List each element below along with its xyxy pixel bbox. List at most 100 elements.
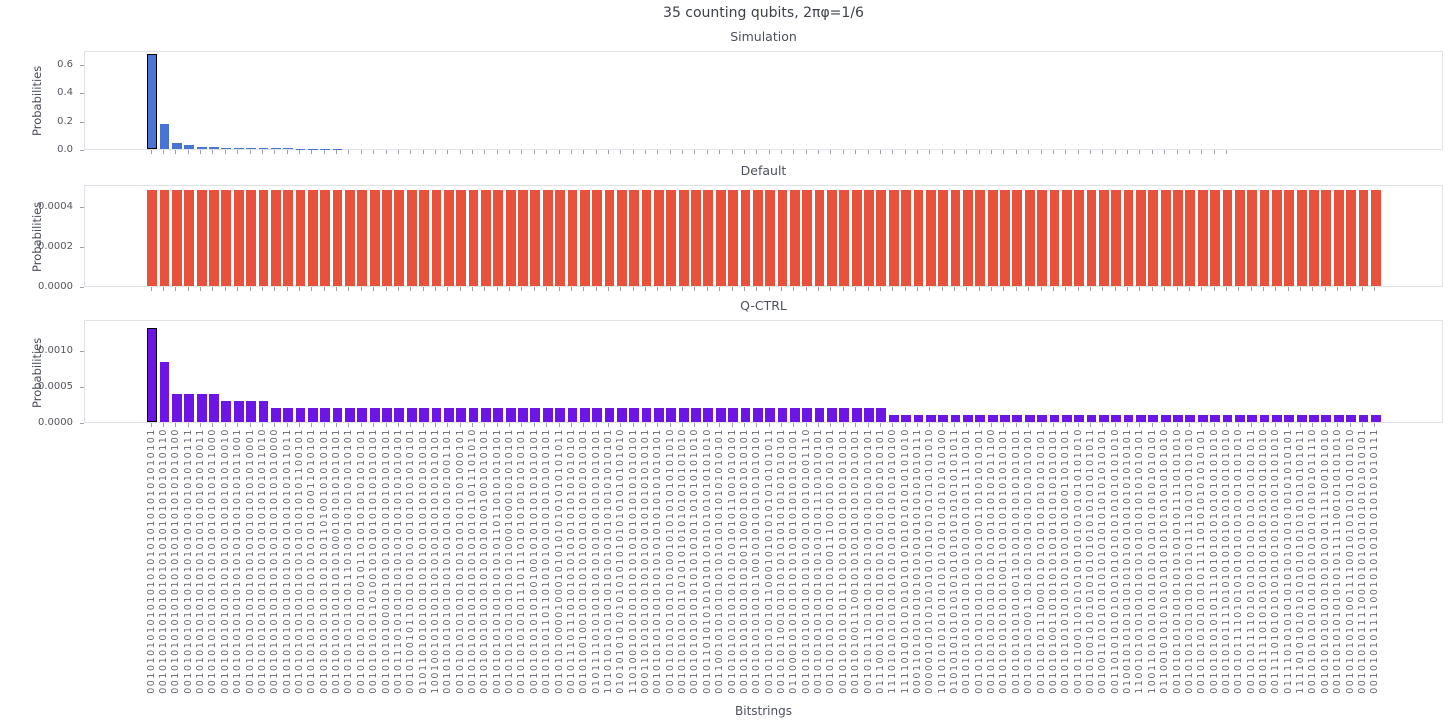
bar-slot <box>813 321 825 422</box>
x-tick-mark <box>936 287 948 292</box>
x-tick-mark <box>145 423 157 428</box>
bar <box>184 393 195 422</box>
bar-slot <box>789 321 801 422</box>
x-tick-mark <box>516 423 528 428</box>
x-tick-mark <box>1158 287 1170 292</box>
bitstring-tick-label: 01001010101010101010101010101010101 <box>1122 428 1134 694</box>
bar <box>1321 190 1332 286</box>
bar-slot <box>443 321 455 422</box>
bar <box>196 393 207 422</box>
bar-slot <box>1159 52 1171 149</box>
x-tick-mark <box>367 287 379 292</box>
bitstring-tick-label: 01100101010101010101010101010101010 <box>1159 428 1171 694</box>
x-tick-mark <box>1319 423 1331 428</box>
bar-slot <box>368 321 380 422</box>
bar-slot <box>1122 321 1134 422</box>
bar-slot <box>863 52 875 149</box>
bar-slot <box>1061 186 1073 286</box>
x-tick-mark <box>1294 287 1306 292</box>
x-tick-mark <box>924 150 936 155</box>
x-tick-mark <box>405 287 417 292</box>
bar-slot <box>888 52 900 149</box>
bar-slot <box>801 186 813 286</box>
x-tick-mark <box>1356 423 1368 428</box>
bar <box>431 407 442 422</box>
bar <box>987 415 998 422</box>
bar-slot <box>776 321 788 422</box>
bar-slot <box>875 186 887 286</box>
bar <box>1210 190 1220 286</box>
bitstring-tick-label: 00101010101010110010101010101010101 <box>751 428 763 694</box>
bar <box>1037 190 1047 286</box>
bar-slot <box>1172 186 1184 286</box>
bar-slot <box>195 186 207 286</box>
bitstring-tick-label: 01011010101010101010101010101010101 <box>417 428 429 694</box>
x-tick-mark <box>1097 150 1109 155</box>
bar-slot <box>764 321 776 422</box>
x-tick-mark <box>998 287 1010 292</box>
x-tick-mark <box>232 287 244 292</box>
figure-title: 35 counting qubits, 2πφ=1/6 <box>663 5 864 21</box>
bar <box>480 190 491 286</box>
bar <box>777 407 788 422</box>
bar <box>233 400 244 422</box>
x-tick-mark <box>429 423 441 428</box>
bar-slot <box>393 321 405 422</box>
bar <box>1098 415 1109 422</box>
bar <box>258 190 269 286</box>
x-tick-mark <box>639 287 651 292</box>
bitstring-tick-label: 00101110111010101010101010101010101 <box>565 428 577 694</box>
bar-slot <box>183 321 195 422</box>
bar-slot <box>294 186 306 286</box>
x-tick-mark <box>207 287 219 292</box>
x-tick-mark <box>985 287 997 292</box>
x-tick-mark <box>590 287 602 292</box>
x-tick-mark <box>466 423 478 428</box>
bitstring-tick-label: 00101110101010101010101010101010101 <box>392 428 404 694</box>
x-tick-mark <box>429 287 441 292</box>
x-tick-mark <box>392 150 404 155</box>
bar <box>592 407 603 422</box>
bitstring-tick-label: 00101010101010101010101010101011001 <box>232 428 244 694</box>
x-tick-mark <box>899 423 911 428</box>
x-tick-mark <box>207 150 219 155</box>
bar-slot <box>1073 52 1085 149</box>
x-tick-mark <box>343 150 355 155</box>
x-tick-mark <box>491 150 503 155</box>
bar <box>1259 190 1270 286</box>
bar-slot <box>418 52 430 149</box>
x-tick-mark <box>244 423 256 428</box>
x-tick-mark <box>182 423 194 428</box>
y-tick-mark <box>80 121 84 123</box>
x-tick-mark <box>1356 287 1368 292</box>
bar-slot <box>603 52 615 149</box>
x-tick-mark <box>256 423 268 428</box>
bars-simulation <box>85 52 1442 149</box>
bar-slot <box>1135 186 1147 286</box>
x-tick-mark <box>1109 150 1121 155</box>
y-tick-label: 0.0000 <box>38 281 73 292</box>
bar <box>283 190 294 286</box>
yaxis-ticks-qctrl: 0.0000 0.0005 0.0010 <box>0 320 84 428</box>
bar <box>789 190 800 286</box>
x-tick-mark <box>565 150 577 155</box>
bitstring-tick-label: 00101010101010101010101001001010101 <box>479 428 491 694</box>
x-tick-mark <box>219 423 231 428</box>
bitstring-tick-label: 00101010111000101010101010101010101 <box>1035 428 1047 694</box>
bar <box>851 190 862 286</box>
x-tick-mark <box>1121 150 1133 155</box>
bar-slot <box>850 321 862 422</box>
bar <box>394 407 405 422</box>
xtick-labels-bitstrings: 00101010101010101010101010101010101 00101… <box>84 428 1443 698</box>
bar-slot <box>999 52 1011 149</box>
y-tick-mark <box>80 287 84 288</box>
bar <box>925 190 936 286</box>
bar <box>345 407 355 422</box>
bar <box>777 190 788 286</box>
bar-slot <box>1110 186 1122 286</box>
bar-slot <box>863 186 875 286</box>
bar <box>1309 190 1319 286</box>
bar <box>1074 415 1085 422</box>
x-tick-mark <box>615 287 627 292</box>
bar-slot <box>233 52 245 149</box>
